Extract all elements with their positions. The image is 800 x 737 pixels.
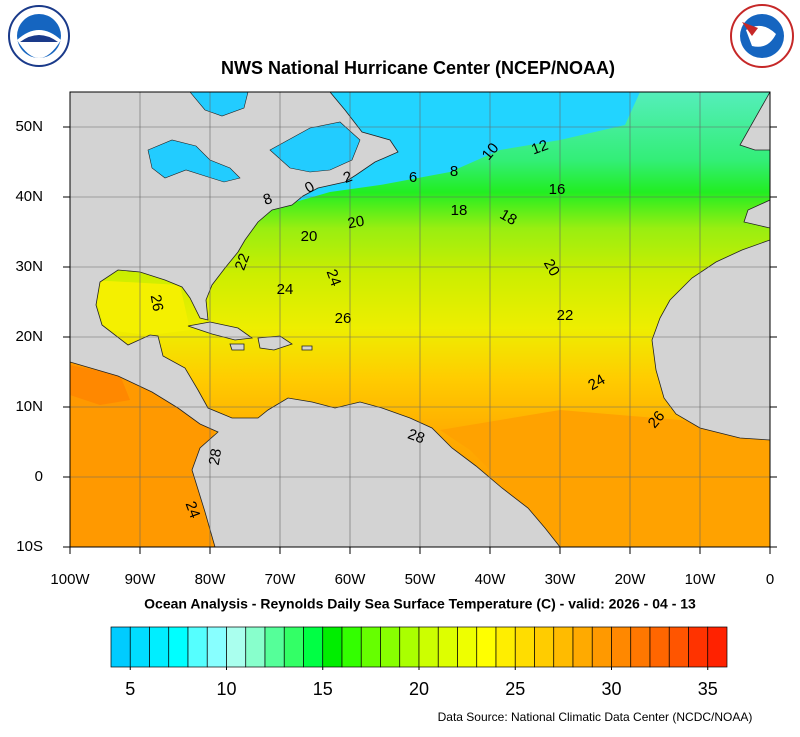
contour-label: 24: [182, 499, 204, 520]
y-tick-label: 10N: [15, 398, 43, 415]
colorbar-box: [303, 626, 324, 668]
title: NWS National Hurricane Center (NCEP/NOAA…: [221, 58, 615, 78]
x-tick-label: 50W: [405, 571, 437, 588]
colorbar-box: [457, 626, 478, 668]
x-tick-label: 100W: [50, 571, 90, 588]
x-tick-label: 10W: [685, 571, 717, 588]
colorbar-box: [534, 626, 555, 668]
land: [651, 239, 770, 441]
contour-label: 28: [206, 447, 226, 466]
colorbar-box: [591, 626, 612, 668]
colorbar-box: [245, 626, 266, 668]
contour-label: 22: [557, 307, 574, 324]
colorbar-tick-label: 25: [505, 679, 525, 699]
y-tick-label: 50N: [15, 118, 43, 135]
contour-label: 20: [540, 256, 563, 279]
y-tick-label: 0: [35, 468, 43, 485]
x-tick-label: 30W: [545, 571, 577, 588]
y-tick-label: 30N: [15, 258, 43, 275]
colorbar-box: [380, 626, 401, 668]
colorbar-box: [129, 626, 150, 668]
colorbar-box: [283, 626, 304, 668]
contour-label: 28: [405, 426, 426, 448]
x-tick-label: 80W: [195, 571, 227, 588]
colorbar-box: [514, 626, 535, 668]
contour-label: 6: [409, 169, 417, 186]
colorbar-tick-label: 20: [409, 679, 429, 699]
x-tick-label: 90W: [125, 571, 157, 588]
x-tick-label: 60W: [335, 571, 367, 588]
contour-label: 26: [147, 293, 167, 312]
colorbar-box: [553, 626, 574, 668]
contour-label: 18: [497, 206, 520, 229]
contour-label: 20: [346, 213, 365, 233]
colorbar-box: [110, 626, 131, 668]
x-tick-label: 0: [766, 571, 774, 588]
colorbar-box: [611, 626, 632, 668]
colorbar-box: [707, 626, 728, 668]
colorbar-box: [572, 626, 593, 668]
y-tick-label: 10S: [16, 538, 43, 555]
lake: [269, 121, 361, 173]
colorbar-box: [149, 626, 170, 668]
nws-logo: [730, 4, 794, 68]
lake: [189, 92, 249, 117]
land: [70, 92, 561, 547]
land: [301, 345, 313, 351]
contour-label: 20: [301, 228, 318, 245]
x-tick-label: 70W: [265, 571, 297, 588]
colorbar-box: [322, 626, 343, 668]
lake: [147, 139, 241, 183]
colorbar-tick-label: 10: [216, 679, 236, 699]
land: [257, 335, 293, 351]
warm-water: [440, 410, 770, 547]
noaa-logo: [8, 5, 70, 67]
contour-label: 22: [232, 251, 254, 272]
y-tick-label: 40N: [15, 188, 43, 205]
contour-label: 12: [529, 137, 550, 159]
colorbar-box: [206, 626, 227, 668]
caption: Ocean Analysis - Reynolds Daily Sea Surf…: [144, 596, 696, 612]
colorbar-box: [418, 626, 439, 668]
colorbar-box: [168, 626, 189, 668]
colorbar-box: [630, 626, 651, 668]
colorbar-box: [476, 626, 497, 668]
colorbar-box: [360, 626, 381, 668]
y-tick-label: 20N: [15, 328, 43, 345]
colorbar-tick-label: 35: [698, 679, 718, 699]
colorbar-box: [688, 626, 709, 668]
x-tick-label: 40W: [475, 571, 507, 588]
colorbar-tick-label: 15: [313, 679, 333, 699]
x-tick-label: 20W: [615, 571, 647, 588]
land: [739, 92, 770, 151]
colorbar-box: [437, 626, 458, 668]
colorbar-tick-label: 30: [601, 679, 621, 699]
colorbar-box: [668, 626, 689, 668]
contour-label: 16: [549, 181, 566, 198]
grid: [70, 92, 770, 547]
land: [229, 343, 245, 351]
colorbar-tick-label: 5: [125, 679, 135, 699]
colorbar-box: [495, 626, 516, 668]
colorbar-box: [264, 626, 285, 668]
land: [743, 199, 770, 229]
data-source: Data Source: National Climatic Data Cent…: [438, 710, 753, 724]
contour-label: 18: [451, 202, 468, 219]
colorbar-box: [399, 626, 420, 668]
contour-label: 24: [277, 281, 294, 298]
contour-label: 26: [335, 310, 352, 327]
colorbar-box: [226, 626, 247, 668]
contour-label: 24: [585, 371, 608, 394]
colorbar-box: [187, 626, 208, 668]
contour-label: 8: [450, 163, 458, 180]
contour-label: 24: [323, 267, 345, 288]
colorbar-box: [341, 626, 362, 668]
colorbar-box: [649, 626, 670, 668]
